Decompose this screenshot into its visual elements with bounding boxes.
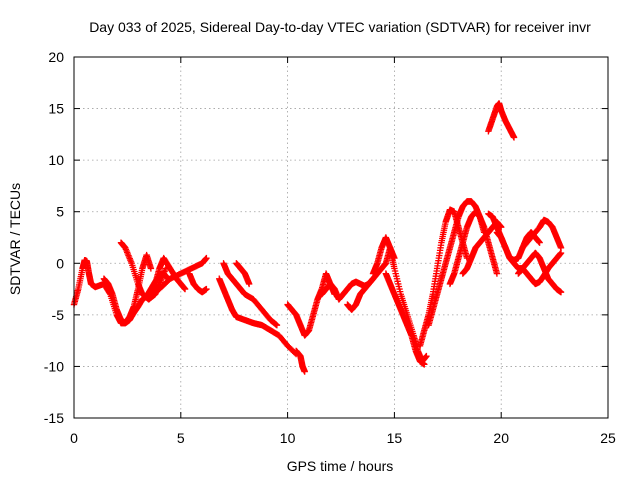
x-axis-label: GPS time / hours: [287, 458, 394, 474]
x-tick-label: 0: [70, 430, 78, 446]
series-trace-w: [519, 216, 565, 252]
data-point: [203, 254, 210, 262]
data-point: [557, 244, 565, 252]
y-tick-label: 10: [48, 152, 64, 168]
data-point: [510, 134, 518, 141]
x-tick-label: 10: [280, 430, 296, 446]
series-trace-k: [292, 347, 308, 375]
axis-ticks: 0 5 10 15 20 25 -15 -10 -5 0 5 10 15 20: [44, 49, 616, 446]
x-tick-label: 20: [493, 430, 509, 446]
data-point: [421, 361, 428, 368]
y-tick-label: -5: [52, 307, 65, 323]
y-tick-label: -10: [44, 358, 64, 374]
data-point: [273, 321, 281, 329]
y-tick-label: 20: [48, 49, 64, 65]
data-point: [203, 285, 210, 293]
series-trace-x: [485, 100, 518, 141]
series-trace-j: [284, 270, 338, 339]
data-point: [181, 285, 189, 293]
data-point: [423, 352, 430, 360]
data-point: [147, 265, 155, 272]
plot-border: [73, 56, 609, 419]
series-trace-q: [425, 198, 488, 329]
data-point: [557, 288, 565, 296]
plot-frame: [73, 56, 609, 419]
x-tick-label: 5: [177, 430, 185, 446]
series-trace-o: [382, 270, 428, 368]
data-point: [245, 280, 253, 288]
y-tick-label: -15: [44, 410, 64, 426]
y-tick-label: 0: [56, 255, 64, 271]
data-point: [301, 368, 308, 375]
series-trace-m: [344, 275, 377, 313]
data-point: [493, 270, 501, 277]
x-tick-label: 15: [387, 430, 403, 446]
chart-title: Day 033 of 2025, Sidereal Day-to-day VTE…: [89, 19, 591, 35]
y-tick-label: 15: [48, 101, 64, 117]
data-point: [536, 239, 543, 246]
series-trace-i: [233, 260, 253, 288]
series-trace-h: [220, 260, 281, 329]
x-tick-label: 25: [600, 430, 616, 446]
data-points: [70, 100, 565, 375]
y-axis-label: SDTVAR / TECUs: [7, 183, 23, 295]
series-trace-e: [156, 254, 210, 293]
y-tick-label: 5: [56, 204, 64, 220]
series-trace-v: [515, 249, 565, 296]
series-trace-f: [186, 270, 210, 296]
series-trace-g: [216, 275, 300, 358]
series-trace-p: [416, 206, 471, 349]
series-trace-u: [493, 229, 543, 264]
